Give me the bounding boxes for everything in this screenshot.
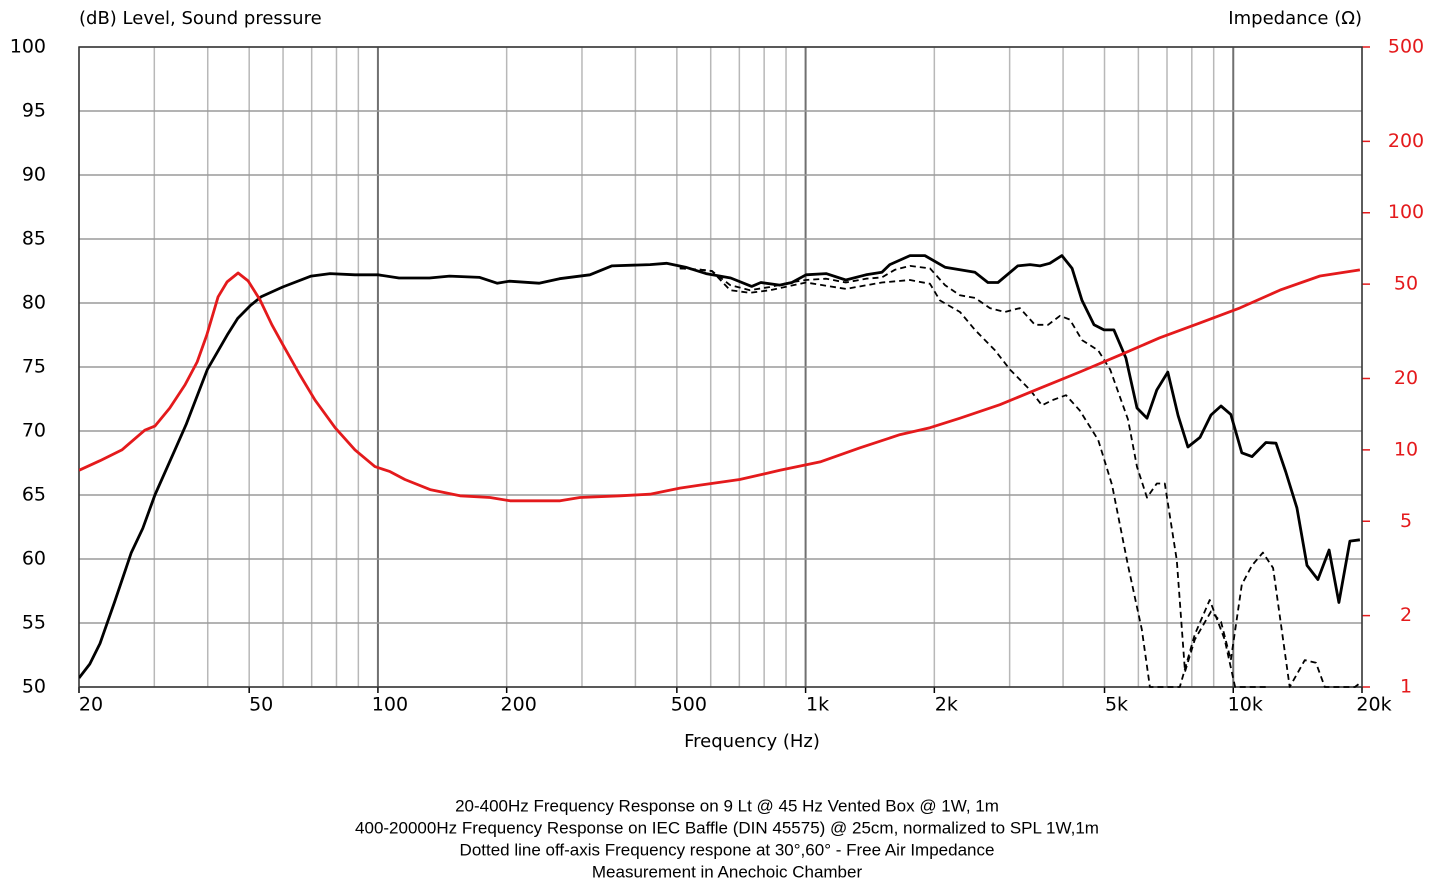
y2-tick-label: 10: [1394, 438, 1418, 460]
series-group: [79, 254, 1361, 688]
x-axis-label: Frequency (Hz): [684, 731, 820, 752]
y2-tick-label: 200: [1388, 130, 1424, 152]
x-tick-label: 100: [372, 694, 408, 716]
note: Dotted line off-axis Frequency respone a…: [460, 840, 995, 859]
note: 400-20000Hz Frequency Response on IEC Ba…: [355, 818, 1099, 837]
y-tick-label: 75: [22, 356, 46, 378]
y-tick-label: 50: [22, 676, 46, 698]
x-tick-label: 10k: [1228, 694, 1263, 716]
y-tick-label: 100: [10, 36, 46, 58]
note: Measurement in Anechoic Chamber: [592, 862, 863, 881]
y-tick-label: 80: [22, 292, 46, 314]
x-tick-label: 2k: [935, 694, 958, 716]
x-tick-label: 1k: [806, 694, 829, 716]
x-tick-label: 200: [501, 694, 537, 716]
y-tick-label: 95: [22, 100, 46, 122]
x-tick-label: 500: [671, 694, 707, 716]
y-tick-label: 90: [22, 164, 46, 186]
y2-tick-label: 5: [1400, 510, 1412, 532]
series-line: [79, 254, 1361, 679]
y2-tick-label: 1: [1400, 676, 1412, 698]
y2-tick-label: 500: [1388, 36, 1424, 58]
x-tick-label: 20: [79, 694, 103, 716]
y2-tick-label: 100: [1388, 201, 1424, 223]
x-tick-label: 20k: [1356, 694, 1391, 716]
y2-axis-label: Impedance (Ω): [1228, 8, 1362, 29]
y2-tick-label: 50: [1394, 273, 1418, 295]
y2-tick-label: 2: [1400, 604, 1412, 626]
y-tick-label: 65: [22, 484, 46, 506]
y-tick-label: 55: [22, 612, 46, 634]
y-tick-label: 70: [22, 420, 46, 442]
y2-tick-label: 20: [1394, 367, 1418, 389]
y-axis-label: (dB) Level, Sound pressure: [79, 8, 322, 29]
y-tick-label: 60: [22, 548, 46, 570]
note: 20-400Hz Frequency Response on 9 Lt @ 45…: [455, 796, 999, 815]
x-tick-label: 50: [249, 694, 273, 716]
plot-frame: [78, 46, 1363, 688]
series-line: [679, 265, 1361, 688]
x-tick-label: 5k: [1105, 694, 1128, 716]
series-line: [79, 268, 1361, 503]
y-tick-label: 85: [22, 228, 46, 250]
